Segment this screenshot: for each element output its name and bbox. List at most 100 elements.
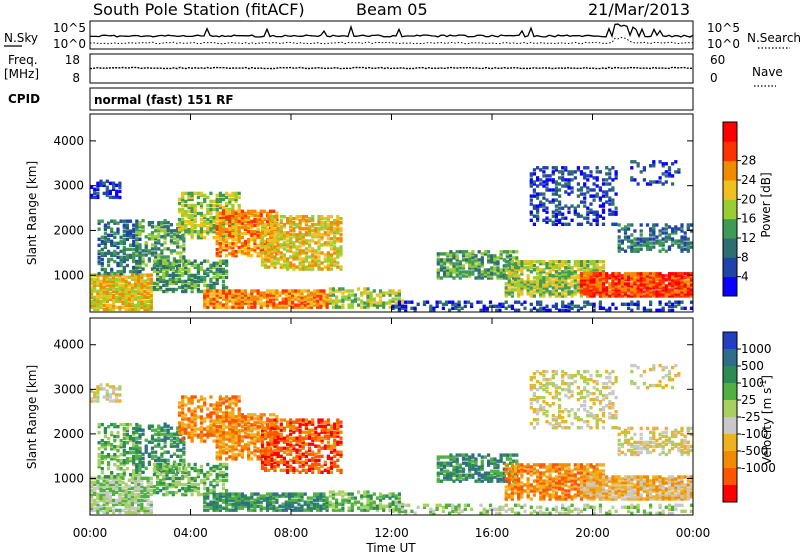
power-cell <box>317 245 321 249</box>
power-cell <box>234 249 238 254</box>
velocity-cell <box>105 506 109 511</box>
power-cell <box>649 294 653 298</box>
power-cell <box>147 259 151 263</box>
power-cell <box>298 245 302 249</box>
power-cell <box>112 281 116 285</box>
power-cell <box>206 203 210 208</box>
power-cell <box>256 301 260 305</box>
velocity-cell <box>125 436 129 441</box>
power-cell <box>301 217 305 221</box>
power-cell <box>247 243 251 248</box>
power-cell <box>218 243 222 248</box>
power-cell <box>108 189 112 194</box>
power-cell <box>510 270 514 274</box>
power-cell <box>218 237 222 242</box>
power-cell <box>247 293 251 297</box>
power-cell <box>243 211 248 215</box>
power-cell <box>614 294 618 298</box>
power-cell <box>608 306 612 310</box>
velocity-cell <box>97 463 101 467</box>
power-cell <box>601 294 606 298</box>
power-cell <box>209 191 213 196</box>
power-cell <box>116 229 120 233</box>
power-cell <box>502 250 506 254</box>
power-cell <box>309 297 313 301</box>
power-cell <box>523 262 527 266</box>
power-cell <box>187 215 191 220</box>
power-cell <box>231 249 235 254</box>
power-cell <box>143 283 147 287</box>
power-cell <box>267 223 271 227</box>
power-cell <box>303 299 307 303</box>
power-cell <box>592 288 596 292</box>
power-cell <box>105 289 109 293</box>
velocity-cell <box>171 484 175 489</box>
power-cell <box>443 270 447 274</box>
power-cell <box>496 260 500 264</box>
velocity-cell <box>107 463 111 467</box>
power-cell <box>294 297 298 301</box>
power-cell <box>611 198 615 202</box>
power-cell <box>558 194 562 198</box>
power-cell <box>187 209 191 214</box>
power-cell <box>196 234 200 238</box>
power-cell <box>554 278 558 282</box>
power-cell <box>295 223 299 227</box>
velocity-cell <box>190 419 194 423</box>
power-cell <box>112 289 116 293</box>
power-cell <box>250 289 254 293</box>
power-cell <box>90 293 94 297</box>
power-cell <box>446 272 450 276</box>
power-cell <box>378 289 383 293</box>
velocity-cell <box>102 492 106 497</box>
power-cell <box>592 182 596 186</box>
power-cell <box>347 295 351 299</box>
velocity-cell <box>140 484 144 488</box>
power-cell <box>295 237 299 241</box>
power-cell <box>583 282 587 286</box>
power-cell <box>579 222 584 226</box>
power-cell <box>586 288 590 292</box>
power-cell <box>292 223 296 227</box>
power-cell <box>323 233 327 237</box>
power-cell <box>561 270 565 274</box>
power-cell <box>314 255 318 259</box>
power-cell <box>483 272 487 276</box>
power-cell <box>203 221 207 226</box>
power-cell <box>623 237 628 241</box>
velocity-cell <box>156 490 160 495</box>
power-cell <box>617 239 621 243</box>
velocity-cell <box>138 454 142 458</box>
power-cell <box>221 193 226 198</box>
power-cell <box>642 276 646 280</box>
velocity-cell <box>108 486 112 490</box>
velocity-cell <box>119 463 123 467</box>
power-cell <box>212 236 216 240</box>
power-cell <box>225 195 229 200</box>
power-cell <box>134 295 138 299</box>
power-cell <box>548 280 552 284</box>
power-cell <box>658 243 662 247</box>
power-cell <box>649 237 653 241</box>
power-cell <box>317 231 321 235</box>
power-cell <box>190 277 194 282</box>
power-cell <box>140 293 144 297</box>
power-cell <box>382 301 386 305</box>
velocity-cell <box>209 472 213 477</box>
power-cell <box>583 200 587 204</box>
power-cell <box>218 269 222 273</box>
power-cell <box>536 282 540 286</box>
power-cell <box>487 268 491 272</box>
power-cell <box>317 227 321 231</box>
velocity-cell <box>181 411 185 415</box>
power-cell <box>127 307 131 312</box>
power-cell <box>282 233 286 237</box>
power-cell <box>253 299 257 303</box>
power-cell <box>369 297 373 301</box>
power-cell <box>658 272 662 276</box>
power-cell <box>326 233 330 237</box>
power-cell <box>554 186 558 190</box>
velocity-cell <box>209 427 213 431</box>
power-cell <box>649 284 653 288</box>
power-cell <box>107 263 111 268</box>
